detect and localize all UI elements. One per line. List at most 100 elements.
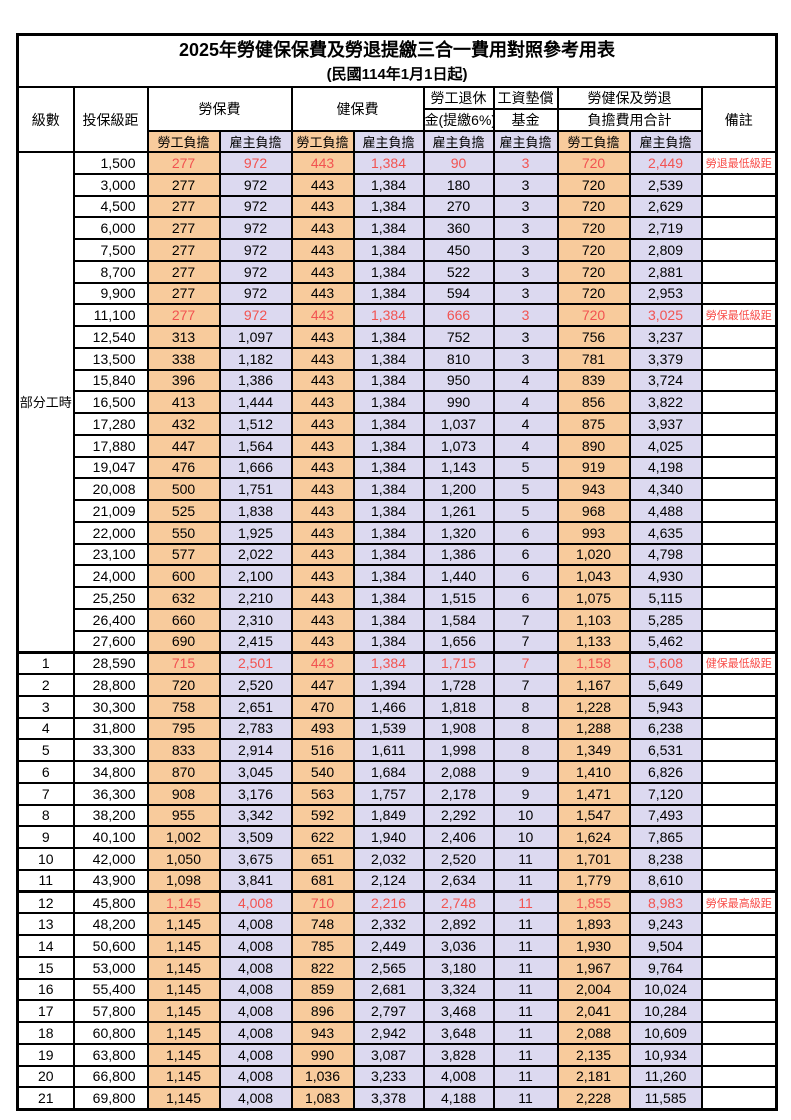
total-employer-cell: 5,115 (628, 586, 703, 610)
table-row: 14 50,600 1,145 4,008 785 2,449 3,036 11 1,930 9,… (16, 934, 778, 958)
health-employer-cell: 2,216 (352, 890, 425, 915)
bracket-cell: 50,600 (72, 934, 149, 958)
total-employee-cell: 875 (556, 412, 631, 436)
remark-cell (700, 325, 778, 349)
remark-cell: 勞退最低級距 (700, 151, 778, 175)
total-employer-cell: 4,488 (628, 499, 703, 523)
table-row: 24,000 600 2,100 443 1,384 1,440 6 1,043 4,930 (18, 564, 778, 588)
remark-cell (700, 520, 778, 545)
total-employee-cell: 2,004 (556, 977, 631, 1002)
health-employer-cell: 2,681 (352, 977, 425, 1002)
page-title: 2025年勞健保保費及勞退提繳三合一費用對照參考用表 (179, 40, 616, 60)
health-employee-cell: 443 (290, 586, 355, 610)
col-header-total-line1: 勞健保及勞退 (556, 86, 703, 110)
total-employee-cell: 1,167 (556, 673, 631, 697)
subheader-health-employee: 勞工負擔 (290, 130, 355, 153)
health-employee-cell: 443 (290, 303, 355, 327)
labor-employee-cell: 500 (146, 477, 221, 501)
level-cell: 18 (16, 1021, 75, 1045)
bracket-cell: 8,700 (72, 259, 149, 284)
bracket-cell: 12,540 (72, 325, 149, 349)
total-employer-cell: 4,635 (628, 520, 703, 545)
bracket-cell: 42,000 (72, 847, 149, 871)
total-employee-cell: 1,410 (556, 760, 631, 784)
labor-employee-cell: 720 (146, 673, 221, 697)
wage-fund-cell: 6 (492, 542, 559, 567)
total-employee-cell: 1,967 (556, 955, 631, 980)
pension-employer-cell: 270 (422, 194, 495, 219)
bracket-cell: 38,200 (72, 803, 149, 828)
health-employer-cell: 1,684 (352, 760, 425, 784)
remark-cell (700, 542, 778, 567)
health-employee-cell: 443 (290, 433, 355, 458)
health-employee-cell: 493 (290, 716, 355, 741)
health-employer-cell: 1,384 (352, 586, 425, 610)
pension-employer-cell: 4,188 (422, 1086, 495, 1110)
labor-employee-cell: 476 (146, 455, 221, 480)
labor-employer-cell: 4,008 (218, 1086, 293, 1110)
total-employee-cell: 993 (556, 520, 631, 545)
labor-employee-cell: 1,145 (146, 1064, 221, 1089)
subheader-labor-employer: 雇主負擔 (218, 130, 293, 153)
labor-employee-cell: 632 (146, 586, 221, 610)
health-employee-cell: 443 (290, 650, 355, 675)
labor-employee-cell: 1,002 (146, 825, 221, 849)
health-employee-cell: 443 (290, 281, 355, 306)
health-employer-cell: 1,757 (352, 781, 425, 806)
health-employer-cell: 2,449 (352, 934, 425, 958)
labor-employer-cell: 2,783 (218, 716, 293, 741)
table-row: 12 45,800 1,145 4,008 710 2,216 2,748 11 1,855 8,… (16, 890, 778, 915)
health-employee-cell: 443 (290, 194, 355, 219)
labor-employee-cell: 1,145 (146, 1021, 221, 1045)
labor-employer-cell: 1,666 (218, 455, 293, 480)
pension-employer-cell: 360 (422, 216, 495, 240)
pension-employer-cell: 1,998 (422, 738, 495, 762)
bracket-cell: 60,800 (72, 1021, 149, 1045)
table-row: 22,000 550 1,925 443 1,384 1,320 6 993 4,635 (18, 520, 778, 545)
remark-cell (700, 412, 778, 436)
labor-employee-cell: 955 (146, 803, 221, 828)
total-employee-cell: 720 (556, 216, 631, 240)
table-row: 11 43,900 1,098 3,841 681 2,124 2,634 11 1,779 8,… (16, 868, 778, 893)
labor-employee-cell: 1,145 (146, 934, 221, 958)
table-row: 9,900 277 972 443 1,384 594 3 720 2,953 (18, 281, 778, 306)
labor-employee-cell: 313 (146, 325, 221, 349)
health-employee-cell: 443 (290, 390, 355, 414)
health-employee-cell: 443 (290, 455, 355, 480)
labor-employee-cell: 690 (146, 629, 221, 654)
table-body: 部分工時 1,500 277 972 443 1,384 90 3 720 2,449 勞退最低級距… (16, 150, 778, 1110)
health-employee-cell: 443 (290, 412, 355, 436)
labor-employer-cell: 4,008 (218, 912, 293, 936)
remark-cell: 勞保最高級距 (700, 890, 778, 915)
health-employee-cell: 470 (290, 694, 355, 719)
total-employer-cell: 3,822 (628, 390, 703, 414)
table-row: 26,400 660 2,310 443 1,384 1,584 7 1,103 5,285 (18, 607, 778, 632)
total-employer-cell: 2,449 (628, 151, 703, 175)
level-cell: 8 (16, 803, 75, 828)
subheader-labor-employee: 勞工負擔 (146, 130, 221, 153)
wage-fund-cell: 11 (492, 1042, 559, 1067)
total-employer-cell: 3,937 (628, 412, 703, 436)
health-employer-cell: 2,797 (352, 999, 425, 1023)
total-employer-cell: 2,881 (628, 259, 703, 284)
remark-cell (700, 912, 778, 936)
health-employer-cell: 1,384 (352, 238, 425, 262)
wage-fund-cell: 7 (492, 650, 559, 675)
health-employee-cell: 822 (290, 955, 355, 980)
health-employee-cell: 443 (290, 325, 355, 349)
labor-employee-cell: 1,145 (146, 955, 221, 980)
bracket-cell: 25,250 (72, 586, 149, 610)
table-row: 11,100 277 972 443 1,384 666 3 720 3,025 勞保最低級距 (18, 303, 778, 327)
bracket-cell: 27,600 (72, 629, 149, 654)
col-header-remark: 備註 (700, 86, 778, 153)
remark-cell (700, 847, 778, 871)
wage-fund-cell: 5 (492, 499, 559, 523)
wage-fund-cell: 4 (492, 368, 559, 393)
wage-fund-cell: 11 (492, 1064, 559, 1089)
labor-employee-cell: 660 (146, 607, 221, 632)
table-row: 17 57,800 1,145 4,008 896 2,797 3,468 11 2,041 10… (16, 999, 778, 1023)
pension-employer-cell: 450 (422, 238, 495, 262)
bracket-cell: 43,900 (72, 868, 149, 893)
labor-employer-cell: 1,512 (218, 412, 293, 436)
pension-employer-cell: 1,440 (422, 564, 495, 588)
